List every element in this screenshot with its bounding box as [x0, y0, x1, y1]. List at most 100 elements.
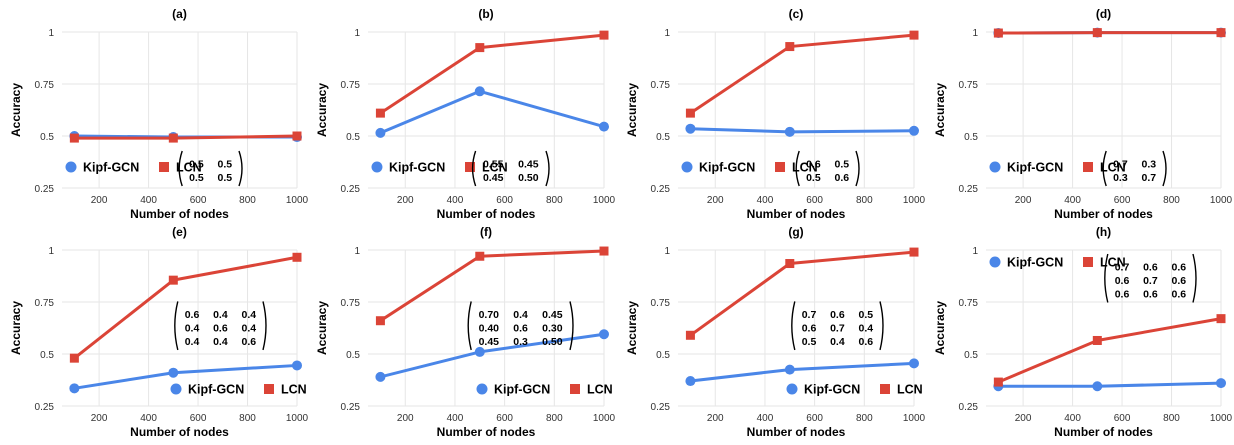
x-tick-label: 200 — [91, 413, 108, 424]
matrix-cell: 0.6 — [1171, 289, 1186, 301]
y-tick-label: 1 — [972, 246, 978, 257]
matrix-cell: 0.6 — [830, 309, 845, 321]
matrix-cell: 0.5 — [189, 159, 204, 171]
lcn-point — [169, 276, 178, 285]
matrix-cell: 0.55 — [483, 159, 504, 171]
legend-label: Kipf-GCN — [1007, 161, 1063, 175]
matrix-cell: 0.3 — [1113, 172, 1128, 184]
matrix-cell: 0.45 — [518, 159, 539, 171]
matrix-cell: 0.5 — [217, 159, 232, 171]
legend-marker-lcn — [570, 384, 580, 394]
y-tick-label: 0.5 — [964, 132, 978, 143]
kipf-gcn-point — [1092, 381, 1102, 391]
y-axis-label: Accuracy — [625, 83, 639, 137]
series-line-kipf-gcn — [380, 91, 604, 133]
x-tick-label: 400 — [447, 195, 464, 206]
matrix-cell: 0.6 — [1143, 289, 1158, 301]
matrix-cell: 0.4 — [858, 322, 873, 334]
y-tick-label: 0.75 — [651, 80, 671, 91]
matrix-cell: 0.6 — [802, 322, 817, 334]
x-tick-label: 800 — [546, 195, 563, 206]
lcn-point — [475, 252, 484, 261]
x-tick-label: 400 — [140, 413, 157, 424]
matrix-right-bracket — [1193, 254, 1196, 303]
lcn-point — [293, 132, 302, 141]
y-axis-label: Accuracy — [625, 301, 639, 355]
matrix-cell: 0.5 — [189, 172, 204, 184]
legend-marker-lcn — [775, 162, 785, 172]
y-axis-label: Accuracy — [315, 301, 329, 355]
matrix-left-bracket — [468, 301, 471, 350]
y-tick-label: 0.5 — [346, 132, 360, 143]
matrix-cell: 0.5 — [217, 172, 232, 184]
x-axis-label: Number of nodes — [130, 207, 229, 221]
matrix-cell: 0.45 — [542, 309, 563, 321]
matrix-cell: 0.5 — [834, 159, 849, 171]
matrix-cell: 0.7 — [1113, 159, 1128, 171]
kipf-gcn-point — [375, 128, 385, 138]
matrix-cell: 0.45 — [479, 336, 500, 348]
matrix-cell: 0.4 — [185, 322, 200, 334]
x-tick-label: 1000 — [903, 195, 926, 206]
matrix-cell: 0.30 — [542, 322, 563, 334]
matrix-cell: 0.40 — [479, 322, 500, 334]
lcn-point — [1217, 28, 1226, 37]
lcn-point — [293, 253, 302, 262]
legend-marker-lcn — [159, 162, 169, 172]
legend-label: LCN — [897, 383, 923, 397]
y-tick-label: 1 — [354, 246, 360, 257]
y-tick-label: 0.75 — [35, 298, 55, 309]
y-tick-label: 1 — [664, 28, 670, 39]
x-tick-label: 1000 — [1210, 413, 1233, 424]
panel-title: (f) — [480, 225, 492, 239]
x-tick-label: 600 — [496, 413, 513, 424]
series-line-lcn — [690, 35, 914, 113]
y-tick-label: 0.75 — [651, 298, 671, 309]
x-tick-label: 1000 — [1210, 195, 1233, 206]
matrix-cell: 0.6 — [185, 309, 200, 321]
y-tick-label: 0.5 — [964, 350, 978, 361]
y-tick-label: 1 — [354, 28, 360, 39]
lcn-point — [785, 259, 794, 268]
matrix-cell: 0.50 — [542, 336, 563, 348]
lcn-point — [376, 316, 385, 325]
matrix-right-bracket — [570, 301, 573, 350]
lcn-point — [686, 331, 695, 340]
lcn-point — [1093, 336, 1102, 345]
matrix-cell: 0.4 — [213, 309, 228, 321]
matrix-cell: 0.4 — [213, 336, 228, 348]
y-tick-label: 0.5 — [656, 350, 670, 361]
x-axis-label: Number of nodes — [1054, 425, 1153, 439]
legend-marker-kipf-gcn — [66, 162, 77, 173]
matrix-right-bracket — [880, 301, 883, 350]
matrix-cell: 0.6 — [1171, 262, 1186, 274]
matrix-cell: 0.7 — [1141, 172, 1156, 184]
lcn-point — [910, 31, 919, 40]
matrix-cell: 0.6 — [858, 336, 873, 348]
kipf-gcn-point — [685, 376, 695, 386]
matrix-right-bracket — [546, 151, 549, 186]
x-tick-label: 800 — [1163, 195, 1180, 206]
x-tick-label: 200 — [1015, 413, 1032, 424]
x-tick-label: 600 — [1114, 195, 1131, 206]
matrix-cell: 0.7 — [1115, 262, 1130, 274]
y-tick-label: 0.25 — [341, 402, 361, 413]
legend-label: Kipf-GCN — [699, 161, 755, 175]
y-tick-label: 0.5 — [40, 132, 54, 143]
y-tick-label: 0.75 — [959, 298, 979, 309]
lcn-point — [600, 247, 609, 256]
x-tick-label: 1000 — [286, 195, 309, 206]
x-tick-label: 800 — [856, 413, 873, 424]
panel-title: (a) — [172, 7, 187, 21]
x-tick-label: 400 — [140, 195, 157, 206]
y-axis-label: Accuracy — [933, 301, 947, 355]
y-tick-label: 1 — [972, 28, 978, 39]
lcn-point — [1217, 314, 1226, 323]
series-line-lcn — [380, 35, 604, 113]
y-tick-label: 0.75 — [341, 80, 361, 91]
x-tick-label: 200 — [707, 195, 724, 206]
